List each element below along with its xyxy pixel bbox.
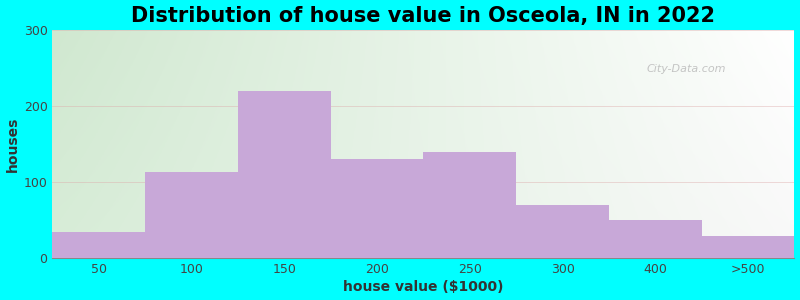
Bar	[238, 91, 330, 258]
Text: City-Data.com: City-Data.com	[646, 64, 726, 74]
X-axis label: house value ($1000): house value ($1000)	[343, 280, 504, 294]
Y-axis label: houses: houses	[6, 116, 19, 172]
Bar	[516, 205, 609, 258]
Bar	[423, 152, 516, 258]
Bar	[53, 232, 146, 258]
Title: Distribution of house value in Osceola, IN in 2022: Distribution of house value in Osceola, …	[131, 6, 715, 26]
Bar	[609, 220, 702, 258]
Bar	[702, 236, 794, 258]
Bar	[330, 159, 423, 258]
Bar	[146, 172, 238, 258]
